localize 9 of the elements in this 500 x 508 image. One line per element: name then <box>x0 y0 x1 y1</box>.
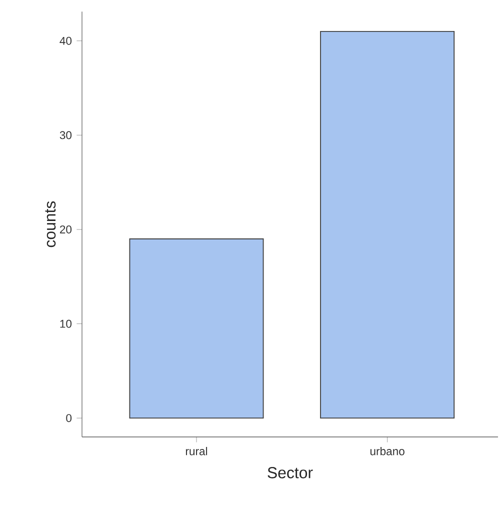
y-tick-label: 20 <box>60 225 72 234</box>
x-tick-label: urbano <box>370 446 404 456</box>
y-axis-title: counts <box>45 201 56 248</box>
y-tick-label: 30 <box>60 131 72 140</box>
x-tick-label: rural <box>186 446 208 456</box>
x-axis-title: Sector <box>268 467 313 478</box>
y-tick-label: 40 <box>60 36 72 45</box>
y-tick-label: 0 <box>66 414 72 422</box>
y-tick-label: 10 <box>60 320 72 328</box>
